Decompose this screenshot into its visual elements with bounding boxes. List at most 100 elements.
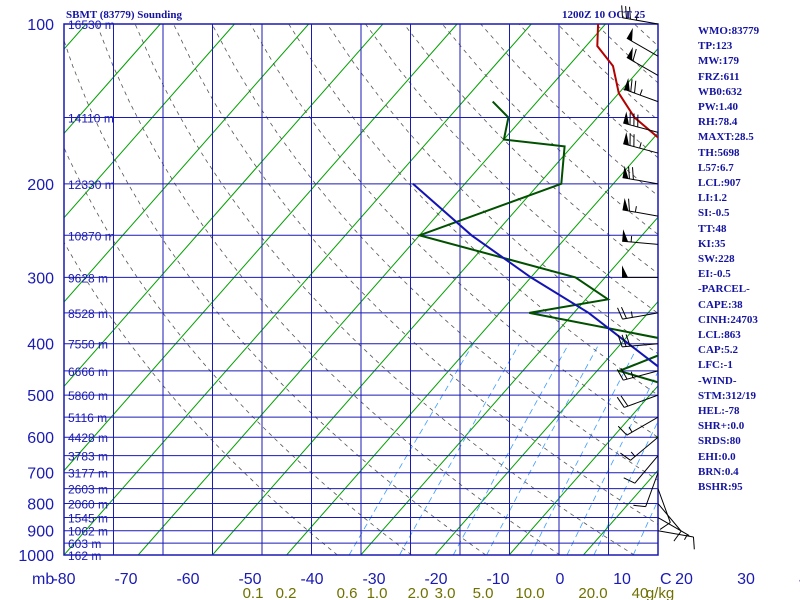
- height-label: 16530 m: [68, 18, 115, 32]
- index-row: WMO:83779: [698, 25, 760, 37]
- dry-adiabat-lines: [64, 24, 658, 555]
- pressure-grid: [63, 23, 659, 556]
- pressure-tick-label: 700: [27, 466, 54, 483]
- wind-barb: [623, 111, 659, 133]
- index-row: LI:1.2: [698, 192, 728, 205]
- wind-barb-flag: [620, 306, 627, 319]
- height-label: 8528 m: [68, 307, 108, 321]
- isotherm-line: [508, 385, 658, 555]
- height-label: 162 m: [68, 549, 101, 563]
- isotherm-line: [64, 24, 532, 555]
- height-label: 5860 m: [68, 389, 108, 403]
- index-row: SW:228: [698, 253, 735, 266]
- wind-barb-pennant: [622, 229, 629, 242]
- mixing-ratio-label: g/kg: [646, 585, 674, 600]
- index-row: LCL:863: [698, 329, 741, 342]
- wind-barb-pennant: [623, 132, 630, 146]
- temperature-profile-line: [596, 24, 658, 139]
- wind-barb-flag: [634, 80, 637, 94]
- index-row: FRZ:611: [698, 70, 740, 83]
- wind-barb-flag: [617, 307, 624, 320]
- wind-barb-halfflag: [634, 206, 637, 213]
- wind-barb: [622, 198, 659, 217]
- index-row: TH:5698: [698, 146, 740, 159]
- wind-barb: [617, 416, 659, 436]
- wind-barb-pennant: [622, 165, 629, 179]
- celsius-unit-label: C: [660, 571, 672, 588]
- height-label: 2060 m: [68, 498, 108, 512]
- plot-frame: [63, 23, 659, 556]
- index-row: TT:48: [698, 222, 727, 235]
- wind-barb-staff: [645, 472, 659, 507]
- height-label: 2603 m: [68, 483, 108, 497]
- index-row: KI:35: [698, 237, 726, 250]
- wind-barb-halfflag: [630, 371, 634, 378]
- mixing-ratio-line: [593, 420, 658, 555]
- mixing-ratio-label: 0.6: [337, 585, 358, 600]
- wind-barb: [622, 265, 658, 278]
- height-label: 1062 m: [68, 525, 108, 539]
- wind-barb-halfflag: [639, 142, 642, 149]
- isotherm-line: [64, 24, 235, 219]
- temperature-tick-label: 20: [675, 571, 693, 588]
- mixing-ratio-label: 1.0: [367, 585, 388, 600]
- index-row: -PARCEL-: [698, 283, 750, 296]
- wind-barb-staff: [657, 503, 682, 532]
- temperature-tick-label: -70: [114, 571, 137, 588]
- wind-barb-staff: [622, 312, 659, 320]
- pressure-tick-label: 1000: [18, 548, 54, 565]
- pressure-tick-label: 300: [27, 270, 54, 287]
- mixing-ratio-line: [566, 370, 658, 555]
- wind-barb-staff: [657, 517, 690, 536]
- sounding-series: [412, 24, 658, 439]
- index-row: CAP:5.2: [698, 344, 739, 357]
- height-label: 1545 m: [68, 512, 108, 526]
- index-row: STM:312/19: [698, 389, 757, 402]
- temperature-tick-label: -80: [52, 571, 75, 588]
- index-row: EI:-0.5: [698, 268, 731, 281]
- temperature-tick-label: -50: [238, 571, 261, 588]
- dry-adiabat-line: [96, 24, 561, 555]
- pressure-tick-label: 100: [27, 17, 54, 34]
- wind-barb-flag: [617, 334, 623, 347]
- wind-barb-staff: [626, 57, 659, 76]
- isotherm-line: [64, 24, 384, 388]
- dry-adiabat-line: [173, 24, 658, 525]
- wind-barb-flag: [621, 5, 624, 18]
- temperature-tick-label: -30: [362, 571, 385, 588]
- wind-barb-flag: [632, 48, 637, 62]
- wind-barb-flag: [620, 452, 631, 461]
- isotherm-line: [212, 47, 658, 555]
- index-row: SI:-0.5: [698, 207, 730, 220]
- index-row: RH:78.4: [698, 116, 738, 129]
- index-row: L57:6.7: [698, 161, 734, 174]
- wind-barb: [624, 78, 659, 103]
- mixing-ratio-label: 10.0: [515, 585, 544, 600]
- height-label: 3783 m: [68, 450, 108, 464]
- wind-barb-flag: [625, 334, 631, 347]
- height-label: 10870 m: [68, 229, 115, 243]
- height-label: 3177 m: [68, 467, 108, 481]
- temperature-tick-label: -20: [424, 571, 447, 588]
- wind-barb-flag: [625, 6, 627, 19]
- wind-barb-pennant: [622, 265, 628, 278]
- wind-barb: [617, 306, 659, 320]
- dry-adiabat-line: [64, 39, 487, 555]
- isotherm-line: [137, 24, 606, 555]
- wind-barb-staff: [657, 530, 694, 538]
- pressure-tick-label: 400: [27, 337, 54, 354]
- temperature-tick-label: 0: [556, 571, 565, 588]
- index-row: MAXT:28.5: [698, 131, 754, 144]
- isotherm-lines: [64, 24, 658, 555]
- index-row: WB0:632: [698, 85, 742, 98]
- parcel-profile-line: [412, 183, 658, 368]
- wind-barb-staff: [622, 17, 659, 25]
- pressure-tick-label: 500: [27, 388, 54, 405]
- mixing-ratio-label: 3.0: [435, 585, 456, 600]
- index-row: -WIND-: [698, 374, 737, 387]
- wind-barb-halfflag: [630, 235, 633, 243]
- pressure-tick-label: 800: [27, 497, 54, 514]
- isotherm-line: [434, 300, 658, 555]
